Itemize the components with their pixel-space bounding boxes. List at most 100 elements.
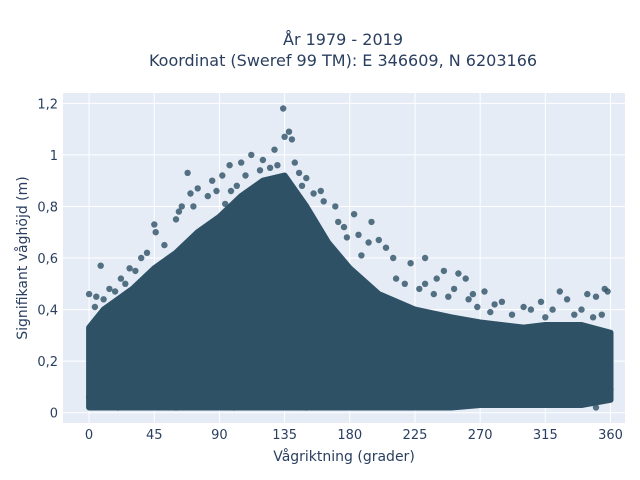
scatter-point (291, 159, 298, 166)
scatter-point (552, 396, 559, 403)
scatter-point (474, 303, 481, 311)
x-tick-label: 270 (468, 428, 493, 443)
scatter-point (126, 265, 133, 272)
y-tick-label: 0 (50, 407, 58, 422)
y-tick-label: 0,2 (37, 355, 58, 370)
scatter-point (592, 404, 600, 411)
scatter-point (222, 200, 229, 208)
scatter-point (175, 208, 183, 215)
scatter-point (542, 314, 549, 321)
data-points (85, 105, 614, 411)
x-tick-label: 45 (146, 428, 163, 443)
scatter-point (440, 267, 448, 275)
x-tick-label: 135 (272, 428, 297, 443)
scatter-point (194, 185, 201, 192)
y-tick-label: 1,2 (37, 97, 58, 112)
scatter-point (172, 404, 180, 411)
scatter-point (266, 164, 274, 171)
scatter-point (450, 285, 458, 293)
scatter-point (477, 394, 484, 401)
x-tick-label: 315 (533, 428, 558, 443)
scatter-point (303, 174, 310, 182)
scatter-point (355, 231, 362, 238)
scatter-point (151, 221, 158, 228)
scatter-point (85, 290, 93, 298)
scatter-point (390, 254, 397, 262)
scatter-point (455, 270, 462, 277)
scatter-point (226, 162, 233, 169)
scatter-point (317, 187, 324, 195)
scatter-point (259, 156, 267, 164)
scatter-point (505, 396, 513, 403)
scatter-point (280, 105, 287, 112)
scatter-point (491, 301, 498, 308)
scatter-point (187, 190, 194, 197)
scatter-point (578, 306, 585, 313)
x-tick-label: 180 (337, 428, 362, 443)
scatter-point (421, 280, 429, 287)
scatter-point (589, 314, 597, 321)
scatter-point (213, 187, 220, 195)
scatter-point (382, 244, 390, 251)
scatter-point (520, 303, 527, 311)
scatter-point (238, 159, 245, 166)
scatter-point (298, 182, 306, 189)
scatter-point (350, 211, 358, 218)
scatter-point (598, 311, 605, 318)
scatter-point (604, 288, 611, 295)
scatter-point (487, 308, 494, 316)
scatter-point (288, 136, 296, 143)
scatter-point (281, 133, 288, 140)
scatter-point (117, 275, 125, 282)
x-axis-ticks: 0 45 90 135 180 225 270 315 360 (85, 428, 623, 443)
scatter-point (592, 293, 600, 300)
scatter-point (445, 293, 452, 300)
scatter-point (537, 298, 545, 305)
scatter-point (172, 216, 180, 223)
scatter-point (256, 167, 264, 174)
scatter-point (375, 401, 382, 409)
chart-title-line2: Koordinat (Sweref 99 TM): E 346609, N 62… (149, 51, 537, 70)
scatter-point (469, 290, 477, 298)
scatter-point (178, 203, 185, 210)
scatter-point (421, 254, 429, 262)
scatter-point (271, 146, 278, 153)
scatter-point (335, 218, 342, 226)
point-cloud (86, 172, 614, 411)
scatter-point (332, 203, 339, 210)
scatter-point (534, 394, 542, 401)
scatter-point (122, 280, 129, 287)
scatter-point (227, 187, 235, 195)
scatter-point (204, 192, 211, 200)
scatter-point (190, 203, 197, 210)
scatter-point (584, 290, 591, 298)
scatter-point (85, 394, 93, 401)
y-tick-label: 0,8 (37, 200, 58, 215)
scatter-point (209, 177, 216, 184)
scatter-point (498, 298, 506, 305)
x-tick-label: 90 (211, 428, 228, 443)
scatter-point (433, 275, 440, 282)
scatter-point (285, 128, 293, 135)
scatter-point (132, 267, 139, 275)
x-tick-label: 225 (403, 428, 428, 443)
chart-title-line1: År 1979 - 2019 (283, 30, 403, 49)
scatter-point (106, 285, 113, 293)
scatter-point (100, 296, 107, 303)
scatter-point (343, 234, 351, 241)
scatter-point (465, 296, 472, 303)
scatter-point (93, 293, 100, 300)
y-tick-label: 0,4 (37, 304, 58, 319)
scatter-point (242, 172, 249, 179)
y-axis-title: Signifikant våghöjd (m) (14, 176, 31, 339)
y-tick-label: 0,6 (37, 252, 58, 267)
y-tick-label: 1 (50, 149, 58, 164)
scatter-point (358, 252, 365, 259)
scatter-point (340, 223, 348, 231)
scatter-point (274, 162, 281, 169)
scatter-point (219, 172, 226, 179)
scatter-point (430, 290, 437, 298)
scatter-point (248, 151, 255, 159)
scatter-point (427, 396, 435, 403)
